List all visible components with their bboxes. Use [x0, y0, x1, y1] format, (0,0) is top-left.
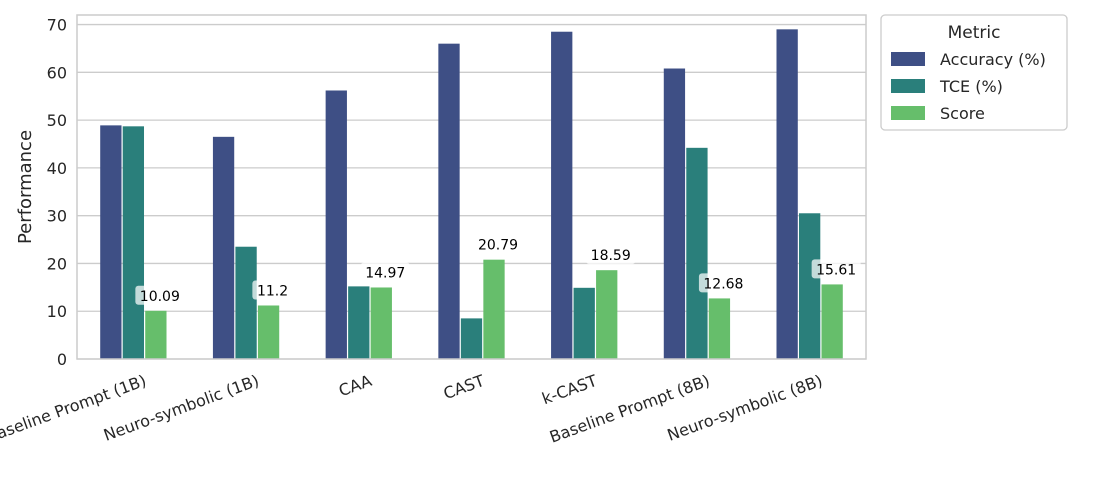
y-tick-label: 40	[47, 159, 67, 178]
data-label-background	[473, 234, 523, 254]
bar-score-baseline-prompt-1b	[145, 310, 167, 359]
y-tick-label: 50	[47, 111, 67, 130]
legend-swatch-tce	[891, 79, 925, 93]
x-tick-label: CAST	[441, 371, 487, 403]
y-tick-label: 60	[47, 63, 67, 82]
data-label-background	[252, 280, 293, 300]
bar-score-neuro-symbolic-8b	[821, 284, 843, 359]
data-label-background	[360, 262, 410, 282]
legend-label-accuracy: Accuracy (%)	[940, 50, 1046, 69]
bar-score-baseline-prompt-8b	[708, 298, 731, 359]
x-tick-label: CAA	[336, 371, 374, 400]
score-data-label: 20.79	[478, 238, 518, 254]
data-labels: 10.09 11.2 14.97 20.79 18.59 12.68 15.61	[135, 234, 861, 305]
bar-tce-neuro-symbolic-1b	[235, 246, 257, 359]
legend-box	[880, 14, 1068, 131]
bar-tce-baseline-prompt-1b	[122, 126, 145, 359]
bars	[100, 29, 843, 360]
bar-score-k-cast	[596, 270, 618, 359]
score-data-label: 10.09	[140, 289, 180, 305]
grid-lines	[77, 23, 866, 360]
y-axis-ticks: 0 10 20 30 40 50 60 70	[47, 16, 67, 369]
score-data-label: 12.68	[703, 276, 743, 292]
bar-accuracy-neuro-symbolic-8b	[776, 29, 798, 359]
score-data-label: 14.97	[365, 265, 405, 281]
y-tick-label: 0	[57, 350, 67, 369]
bar-score-caa	[370, 287, 392, 359]
y-tick-label: 10	[47, 302, 67, 321]
bar-accuracy-k-cast	[551, 31, 573, 359]
score-data-label: 18.59	[591, 248, 631, 264]
x-tick-label: k-CAST	[539, 371, 599, 408]
bar-accuracy-neuro-symbolic-1b	[212, 136, 235, 359]
legend-swatch-score	[891, 106, 925, 120]
bar-tce-caa	[348, 286, 370, 359]
bar-score-neuro-symbolic-1b	[257, 305, 280, 359]
score-data-label: 15.61	[816, 262, 856, 278]
score-data-label: 11.2	[257, 283, 288, 299]
legend-title: Metric	[948, 23, 1001, 43]
data-label-background	[135, 285, 185, 305]
y-tick-label: 70	[47, 16, 67, 35]
bar-score-cast	[483, 259, 505, 359]
data-label-background	[811, 259, 861, 279]
plot-frame	[76, 14, 867, 360]
bar-tce-neuro-symbolic-8b	[798, 213, 821, 359]
legend-swatch-accuracy	[891, 52, 925, 66]
bar-accuracy-baseline-prompt-8b	[663, 68, 686, 359]
y-tick-label: 30	[47, 207, 67, 226]
legend-label-score: Score	[940, 104, 985, 123]
y-axis-title: Performance	[15, 130, 36, 244]
bar-accuracy-caa	[325, 90, 347, 359]
legend-label-tce: TCE (%)	[939, 77, 1003, 96]
bar-accuracy-cast	[438, 43, 460, 360]
bar-tce-k-cast	[573, 287, 595, 359]
y-tick-label: 20	[47, 254, 67, 273]
data-label-background	[698, 273, 748, 293]
bar-accuracy-baseline-prompt-1b	[100, 125, 122, 359]
bar-tce-cast	[460, 318, 483, 359]
x-axis-ticks: Baseline Prompt (1B)Neuro-symbolic (1B) C…	[0, 371, 825, 447]
bar-tce-baseline-prompt-8b	[686, 147, 708, 359]
legend: Metric Accuracy (%) TCE (%) Score	[880, 14, 1068, 131]
data-label-background	[586, 245, 636, 265]
